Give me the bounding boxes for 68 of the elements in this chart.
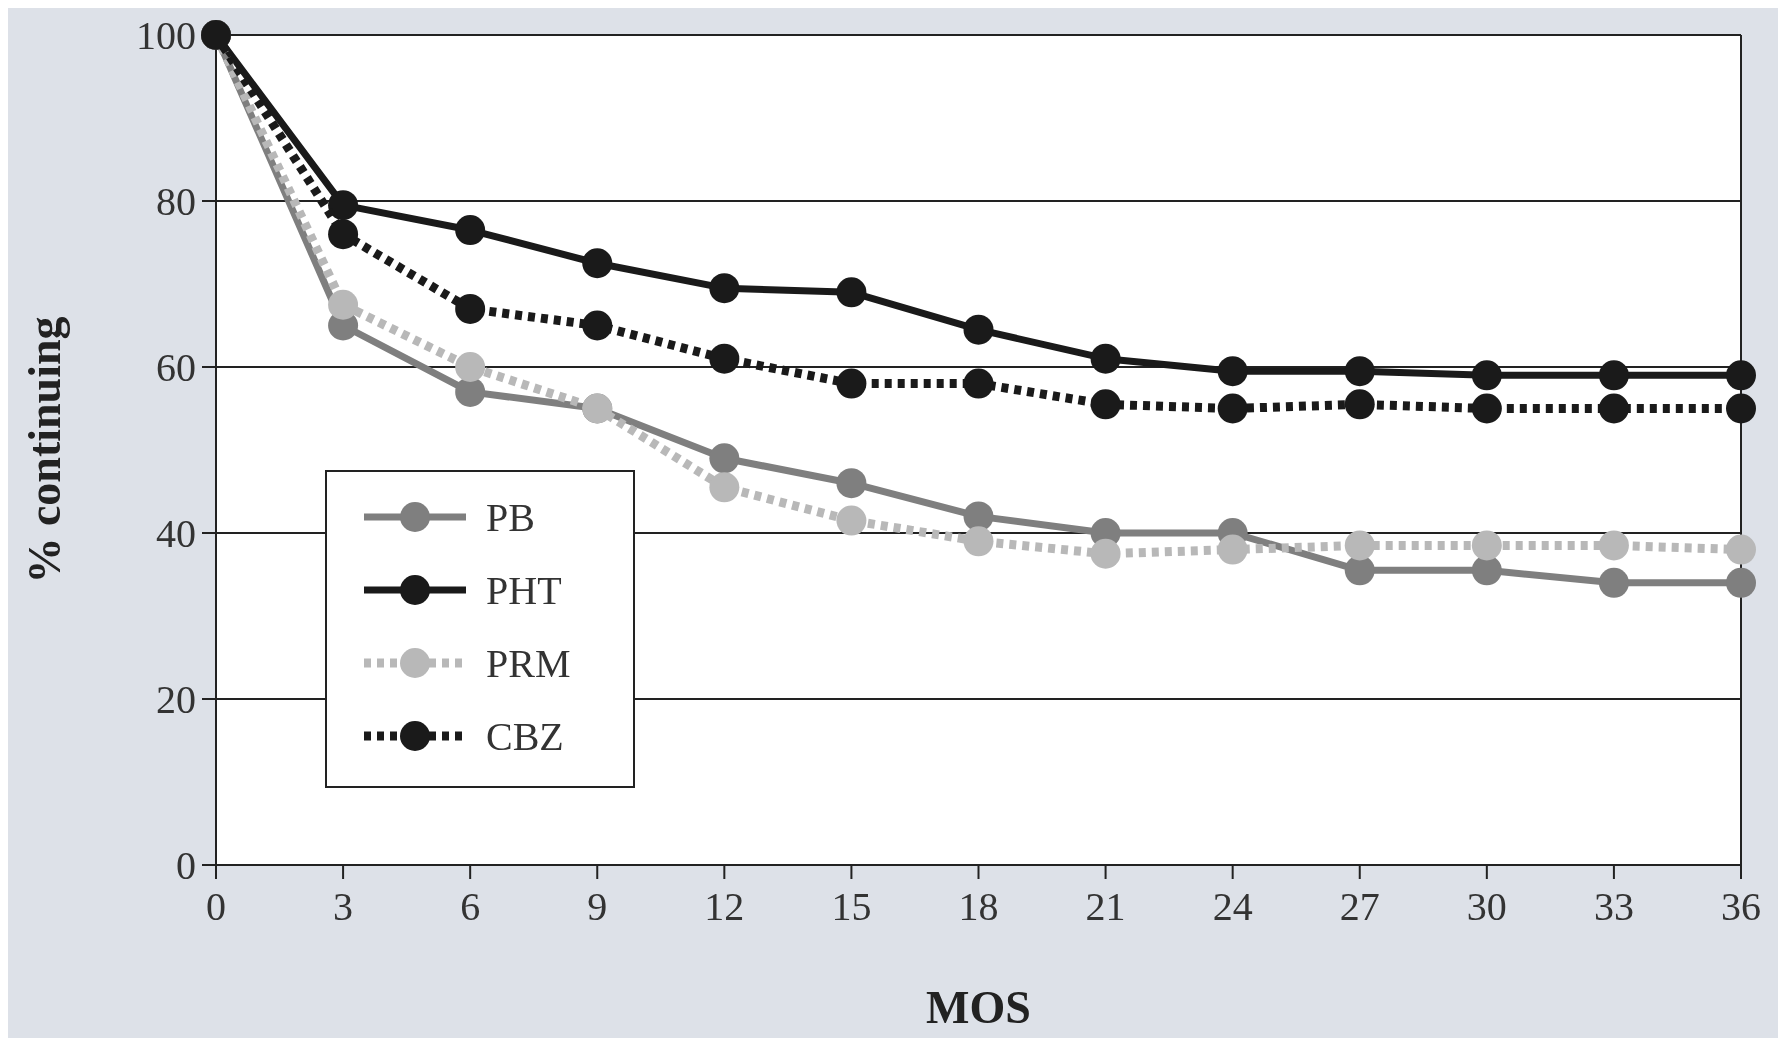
x-tick-label: 27 (1339, 884, 1380, 929)
point (1471, 555, 1502, 586)
x-tick-label: 6 (460, 884, 481, 929)
point (1090, 343, 1121, 374)
point (963, 501, 994, 532)
x-axis-title: MOS (926, 982, 1031, 1033)
x-tick-label: 21 (1085, 884, 1126, 929)
point (455, 293, 486, 324)
x-tick-label: 15 (831, 884, 872, 929)
point (1090, 389, 1121, 420)
point (1471, 360, 1502, 391)
point (1090, 538, 1121, 569)
point (328, 190, 359, 221)
x-tick-label: 36 (1721, 884, 1761, 929)
x-tick-label: 3 (333, 884, 354, 929)
x-tick-label: 12 (704, 884, 745, 929)
x-tick-label: 0 (206, 884, 226, 929)
point (709, 343, 740, 374)
point (1598, 567, 1629, 598)
point (1217, 534, 1248, 565)
y-tick-label: 60 (156, 345, 196, 390)
point (963, 314, 994, 345)
point (455, 352, 486, 382)
point (1217, 393, 1248, 424)
point (1344, 356, 1375, 387)
point (1344, 555, 1375, 586)
y-tick-label: 80 (156, 179, 196, 224)
y-tick-label: 100 (136, 13, 196, 58)
y-axis-title: % continuing (19, 316, 70, 584)
point (1726, 534, 1756, 565)
point (836, 505, 867, 536)
legend-label: CBZ (486, 714, 564, 759)
y-tick-label: 20 (156, 677, 196, 722)
point (1726, 567, 1756, 598)
point (836, 468, 867, 499)
point (582, 248, 613, 279)
point (328, 219, 359, 250)
point (1598, 393, 1629, 424)
point (1471, 393, 1502, 424)
point (709, 273, 740, 304)
point (709, 472, 740, 503)
y-tick-label: 40 (156, 511, 196, 556)
point (836, 368, 867, 399)
x-tick-label: 30 (1466, 884, 1507, 929)
point (963, 526, 994, 557)
legend-label: PB (486, 495, 535, 540)
legend-label: PRM (486, 641, 571, 686)
point (582, 310, 613, 341)
point (1726, 360, 1756, 391)
legend-label: PHT (486, 568, 562, 613)
point (1471, 530, 1502, 561)
y-tick-label: 0 (176, 843, 196, 888)
point (328, 289, 359, 320)
point (1726, 393, 1756, 424)
point (963, 368, 994, 399)
point (1344, 389, 1375, 420)
point (836, 277, 867, 308)
x-tick-label: 18 (958, 884, 999, 929)
point (1217, 356, 1248, 387)
point (1598, 530, 1629, 561)
point (455, 376, 486, 407)
point (1598, 360, 1629, 391)
point (455, 215, 486, 246)
x-tick-label: 24 (1212, 884, 1253, 929)
point (1344, 530, 1375, 561)
point (709, 443, 740, 474)
x-tick-label: 9 (587, 884, 608, 929)
x-tick-label: 33 (1593, 884, 1634, 929)
